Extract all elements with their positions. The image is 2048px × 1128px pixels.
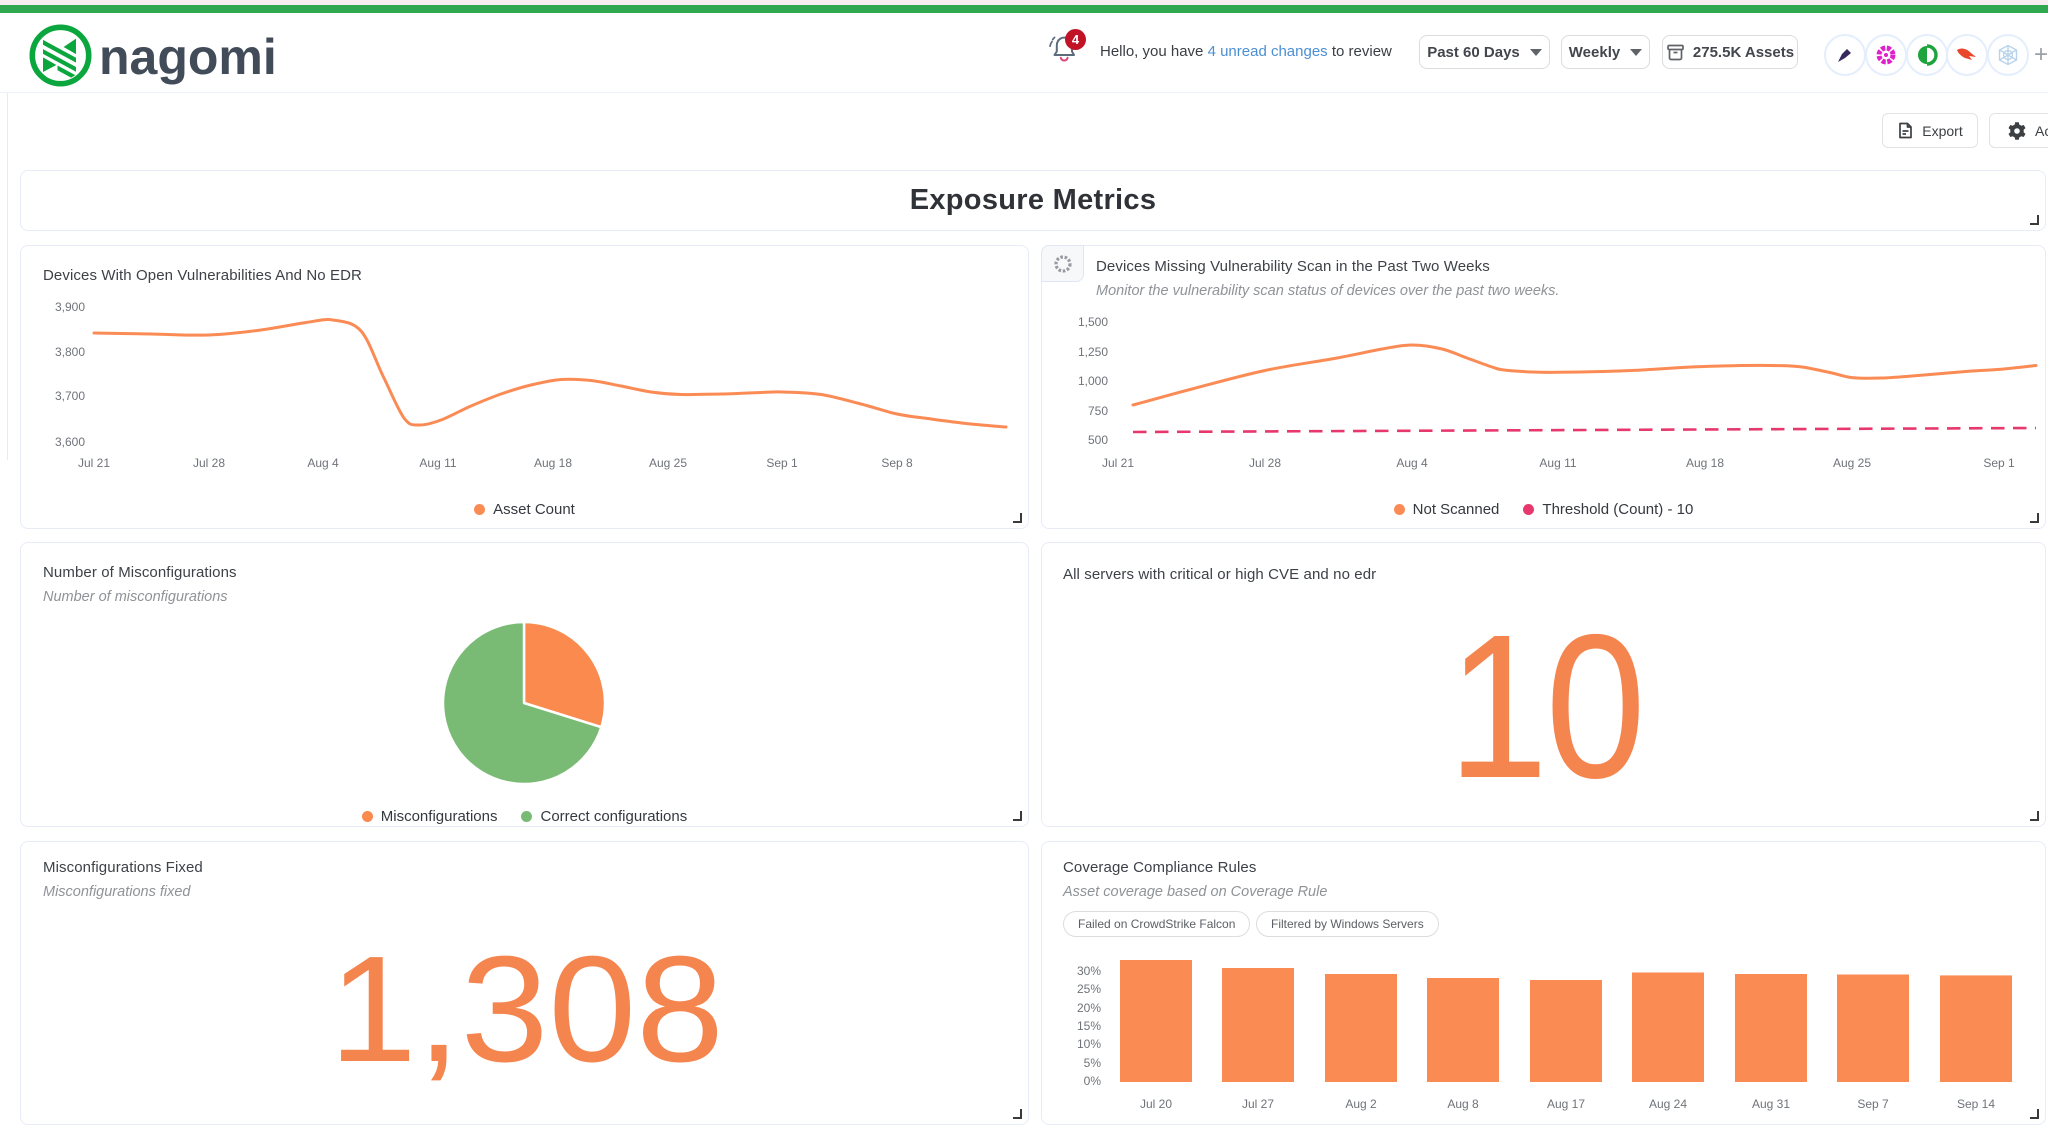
svg-text:Sep 1: Sep 1	[766, 456, 798, 470]
svg-text:Sep 14: Sep 14	[1957, 1097, 1995, 1111]
svg-text:500: 500	[1088, 433, 1108, 447]
svg-text:Aug 25: Aug 25	[649, 456, 687, 470]
svg-text:Aug 31: Aug 31	[1752, 1097, 1790, 1111]
svg-text:Aug 11: Aug 11	[419, 456, 456, 470]
svg-text:25%: 25%	[1077, 982, 1101, 996]
svg-text:Aug 8: Aug 8	[1447, 1097, 1479, 1111]
svg-text:Aug 17: Aug 17	[1547, 1097, 1585, 1111]
svg-text:1,250: 1,250	[1078, 345, 1108, 359]
svg-text:Aug 11: Aug 11	[1539, 456, 1576, 470]
svg-text:Jul 28: Jul 28	[193, 456, 225, 470]
svg-text:Aug 2: Aug 2	[1345, 1097, 1377, 1111]
svg-text:3,600: 3,600	[55, 435, 85, 449]
svg-text:Aug 25: Aug 25	[1833, 456, 1871, 470]
svg-text:Aug 4: Aug 4	[1396, 456, 1428, 470]
svg-text:Jul 28: Jul 28	[1249, 456, 1281, 470]
svg-text:1,000: 1,000	[1078, 374, 1108, 388]
svg-text:20%: 20%	[1077, 1001, 1101, 1015]
svg-text:Jul 27: Jul 27	[1242, 1097, 1274, 1111]
svg-text:15%: 15%	[1077, 1019, 1101, 1033]
svg-text:Aug 18: Aug 18	[1686, 456, 1724, 470]
svg-text:Sep 8: Sep 8	[881, 456, 913, 470]
svg-text:Aug 24: Aug 24	[1649, 1097, 1687, 1111]
svg-text:750: 750	[1088, 404, 1108, 418]
svg-text:Jul 21: Jul 21	[1102, 456, 1134, 470]
svg-text:Jul 21: Jul 21	[78, 456, 110, 470]
svg-text:30%: 30%	[1077, 964, 1101, 978]
svg-text:Aug 18: Aug 18	[534, 456, 572, 470]
svg-text:0%: 0%	[1084, 1074, 1102, 1088]
svg-text:10%: 10%	[1077, 1037, 1101, 1051]
svg-text:3,800: 3,800	[55, 345, 85, 359]
svg-text:Aug 4: Aug 4	[307, 456, 339, 470]
svg-text:5%: 5%	[1084, 1056, 1102, 1070]
svg-text:3,900: 3,900	[55, 300, 85, 314]
svg-text:3,700: 3,700	[55, 389, 85, 403]
svg-text:Jul 20: Jul 20	[1140, 1097, 1172, 1111]
svg-text:1,500: 1,500	[1078, 315, 1108, 329]
svg-text:Sep 7: Sep 7	[1857, 1097, 1889, 1111]
svg-text:Sep 1: Sep 1	[1983, 456, 2015, 470]
